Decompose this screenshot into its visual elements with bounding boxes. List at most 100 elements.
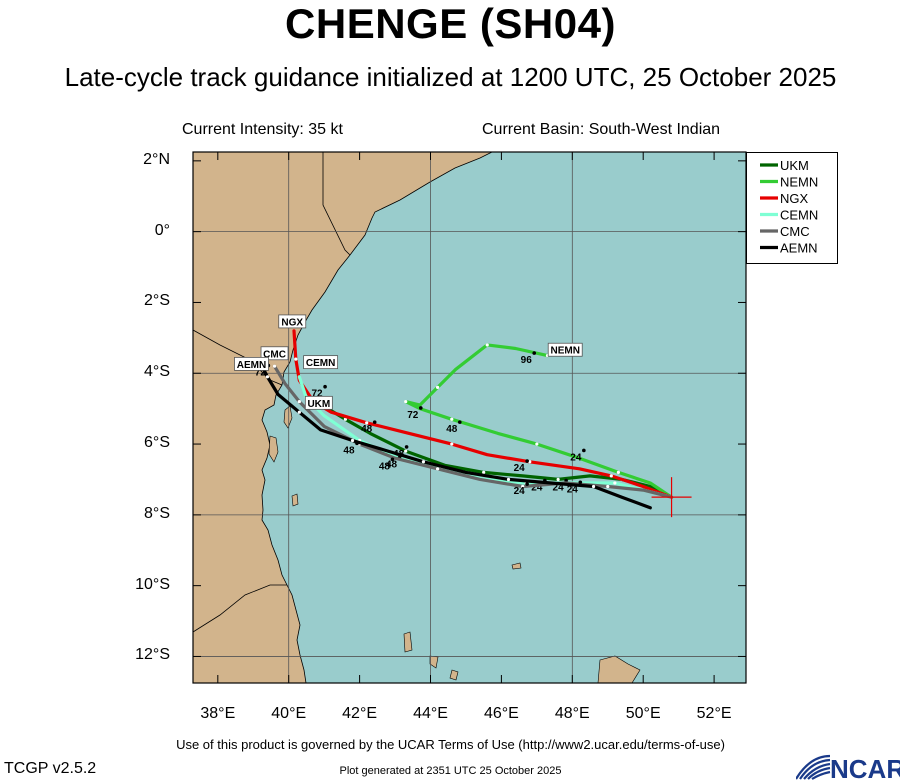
track-point (435, 385, 440, 390)
forecast-hour-dot (390, 457, 395, 462)
forecast-hour-dot (404, 445, 409, 449)
lon-label: 38°E (200, 705, 236, 722)
forecast-hour-dot (582, 448, 586, 453)
model-tag-box (260, 346, 289, 361)
track-nemn: 24 48 72 96 (404, 343, 674, 499)
track-point (609, 474, 613, 478)
track-point (485, 343, 489, 347)
forecast-hour-label: 24 (553, 483, 565, 494)
axis-ticks (193, 152, 746, 683)
forecast-hour-label: 24 (570, 452, 582, 463)
model-tag-text: UKM (307, 399, 330, 410)
model-tag-nemn: NEMN (547, 342, 583, 357)
plot-generated: Plot generated at 2351 UTC 25 October 20… (339, 765, 562, 777)
model-tag-box (303, 355, 339, 370)
track-point (297, 399, 301, 404)
model-tag-box (278, 314, 307, 329)
page-title: CHENGE (SH04) (285, 0, 616, 47)
forecast-hour-label: 24 (567, 484, 579, 495)
forecast-hour-dot (372, 420, 377, 424)
current-basin: Current Basin: South-West Indian (482, 121, 721, 138)
lat-label: 4°S (144, 363, 170, 381)
storm-position-marker (651, 477, 692, 518)
ncar-logo-stripes (796, 754, 831, 780)
track-point (591, 484, 596, 489)
lon-label: 46°E (483, 705, 519, 722)
model-tag-aemn: AEMN (234, 356, 269, 371)
lat-label: 2°N (143, 150, 170, 168)
forecast-hour-label: 48 (361, 424, 373, 435)
legend-label: UKM (780, 158, 809, 173)
model-tag-ukm: UKM (304, 395, 333, 410)
lon-label: 52°E (696, 705, 732, 722)
track-point (613, 481, 617, 485)
forecast-hour-label: 48 (386, 460, 398, 471)
track-point (482, 470, 486, 474)
border-somalia-kenya (322, 152, 351, 256)
model-tag-cemn: CEMN (303, 355, 339, 370)
track-point (343, 417, 348, 421)
comoros-island-1 (403, 631, 413, 653)
ncar-logo-text: NCAR (830, 754, 900, 780)
track-cmc: 24 48 72 (272, 364, 674, 499)
lon-label: 42°E (342, 705, 378, 722)
track-point (506, 477, 511, 482)
track-point (265, 375, 270, 379)
track-point (535, 442, 539, 446)
lat-label: 2°S (144, 292, 170, 310)
legend-label: CEMN (780, 208, 818, 223)
track-point (450, 442, 454, 446)
lat-label: 0° (154, 221, 170, 239)
model-tag-ngx: NGX (278, 314, 307, 329)
lon-label: 50°E (625, 705, 661, 722)
seychelles-island (511, 562, 522, 570)
track-point (450, 417, 454, 421)
mafia-island (291, 493, 299, 507)
track-point (294, 357, 298, 361)
lat-label: 12°S (135, 646, 170, 664)
map-gridlines (193, 152, 746, 683)
lat-label: 10°S (135, 575, 170, 593)
aldabra-island (597, 655, 641, 683)
track-line (260, 364, 652, 510)
forecast-hour-dot (525, 482, 529, 486)
lat-label: 6°S (144, 434, 170, 452)
legend-label: NEMN (780, 175, 818, 190)
border-tanzania-mozambique (193, 584, 287, 633)
ncar-logo: NCAR (796, 754, 900, 780)
forecast-hour-label: 24 (514, 486, 526, 497)
track-point (404, 449, 408, 453)
lon-label: 48°E (554, 705, 590, 722)
model-tag-box (304, 395, 333, 410)
comoros-island-3 (449, 669, 459, 681)
pemba-island (283, 405, 293, 429)
track-point (272, 364, 277, 368)
model-tag-text: AEMN (237, 360, 266, 371)
track-point (297, 410, 301, 414)
forecast-hour-label: 24 (514, 463, 526, 474)
forecast-hour-label: 48 (446, 424, 458, 435)
forecast-hour-label: 72 (312, 389, 324, 400)
forecast-hour-label: 72 (255, 367, 267, 378)
forecast-hour-label: 72 (407, 410, 419, 421)
model-tag-box (234, 356, 269, 371)
track-point (435, 467, 440, 471)
forecast-hour-dot (525, 459, 529, 463)
forecast-hour-label: 96 (521, 355, 533, 366)
forecast-hour-dot (418, 406, 423, 410)
forecast-hour-dot (532, 351, 537, 355)
forecast-hour-dot (323, 384, 327, 389)
track-point (556, 477, 560, 482)
model-tag-text: NEMN (550, 346, 579, 357)
track-point (421, 460, 426, 464)
current-intensity: Current Intensity: 35 kt (182, 121, 343, 138)
africa-landmass (193, 152, 493, 683)
page-subtitle: Late-cycle track guidance initialized at… (64, 62, 837, 92)
model-tag-cmc: CMC (260, 346, 289, 361)
legend: UKM NEMN NGX CEMN CMC AEMN (746, 152, 838, 264)
track-point (606, 484, 610, 489)
forecast-hour-dot (355, 441, 359, 446)
